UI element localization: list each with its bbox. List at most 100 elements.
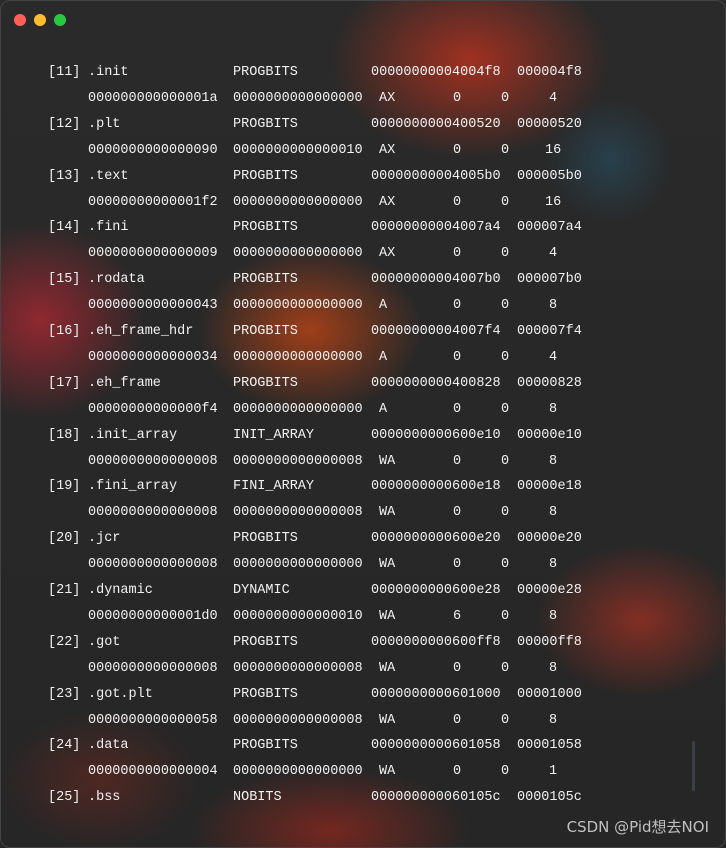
section-address: 0000000000400520	[371, 116, 501, 132]
section-flags: WA	[379, 764, 396, 780]
section-row: [25] .bss NOBITS 000000000060105c 0000105c	[1, 790, 726, 810]
section-row: [22] .got PROGBITS 0000000000600ff8 00000ff8	[1, 635, 726, 655]
section-row-detail: 0000000000000009 0000000000000000 AX 0 0 4	[1, 246, 726, 266]
section-row: [17] .eh_frame PROGBITS 0000000000400828 000…	[1, 376, 726, 396]
section-name: .init	[88, 65, 129, 80]
section-align: 1	[549, 764, 558, 780]
section-type: PROGBITS	[233, 116, 298, 132]
section-address: 0000000000600e20	[371, 531, 501, 547]
scrollbar[interactable]	[692, 741, 695, 791]
section-link: 0	[453, 349, 462, 365]
section-type: PROGBITS	[233, 531, 298, 547]
section-row: [18] .init_array INIT_ARRAY 0000000000600e1…	[1, 428, 726, 448]
section-flags: WA	[379, 660, 396, 676]
section-row: [24] .data PROGBITS 0000000000601058 0000105…	[1, 738, 726, 758]
section-row: [13] .text PROGBITS 00000000004005b0 000005b…	[1, 169, 726, 189]
section-address: 00000000004004f8	[371, 65, 501, 80]
section-flags: WA	[379, 453, 396, 469]
section-align: 8	[549, 298, 558, 314]
section-flags: AX	[379, 90, 396, 106]
section-offset: 000007f4	[517, 324, 582, 339]
section-align: 8	[549, 608, 558, 624]
section-flags: AX	[379, 246, 396, 262]
section-address: 000000000060105c	[371, 790, 501, 806]
section-align: 8	[549, 401, 558, 417]
section-name: .text	[88, 168, 129, 184]
section-address: 0000000000600e28	[371, 583, 501, 598]
section-address: 0000000000601058	[371, 738, 501, 754]
section-entsize: 0000000000000010	[233, 608, 363, 624]
section-link: 0	[453, 194, 462, 210]
section-address: 00000000004007f4	[371, 324, 501, 339]
section-row: [21] .dynamic DYNAMIC 0000000000600e28 00000…	[1, 583, 726, 603]
watermark: CSDN @Pid想去NOI	[566, 818, 709, 836]
section-size: 0000000000000034	[88, 349, 218, 365]
section-info: 0	[501, 505, 510, 521]
section-link: 0	[453, 505, 462, 521]
section-type: PROGBITS	[233, 634, 298, 650]
section-size: 0000000000000008	[88, 557, 218, 573]
section-flags: A	[379, 298, 388, 314]
section-entsize: 0000000000000000	[233, 557, 363, 573]
section-name: .plt	[88, 116, 121, 132]
section-flags: A	[379, 401, 388, 417]
section-row-detail: 0000000000000008 0000000000000008 WA 0 0 8	[1, 661, 726, 681]
minimize-button[interactable]	[34, 14, 46, 26]
section-row: [14] .fini PROGBITS 00000000004007a4 000007a…	[1, 220, 726, 240]
section-size: 0000000000000058	[88, 712, 218, 728]
maximize-button[interactable]	[54, 14, 66, 26]
section-align: 4	[549, 349, 558, 365]
section-type: NOBITS	[233, 790, 282, 806]
section-name: .jcr	[88, 531, 121, 547]
section-type: PROGBITS	[233, 375, 298, 391]
section-type: PROGBITS	[233, 738, 298, 754]
section-index: [15]	[48, 272, 81, 288]
section-row: [16] .eh_frame_hdr PROGBITS 00000000004007f…	[1, 324, 726, 344]
section-row-detail: 000000000000001a 0000000000000000 AX 0 0 4	[1, 91, 726, 111]
section-entsize: 0000000000000000	[233, 349, 363, 365]
section-entsize: 0000000000000000	[233, 194, 363, 210]
section-align: 8	[549, 712, 558, 728]
section-index: [24]	[48, 738, 81, 754]
section-type: INIT_ARRAY	[233, 427, 315, 443]
section-entsize: 0000000000000000	[233, 764, 363, 780]
section-align: 4	[549, 246, 558, 262]
section-name: .fini_array	[88, 479, 178, 495]
section-entsize: 0000000000000008	[233, 505, 363, 521]
section-address: 0000000000600ff8	[371, 634, 501, 650]
section-row-detail: 0000000000000043 0000000000000000 A 0 0 8	[1, 298, 726, 318]
section-info: 0	[501, 194, 510, 210]
section-row: [11] .init PROGBITS 00000000004004f8 000004f…	[1, 65, 726, 85]
section-flags: AX	[379, 142, 396, 158]
section-link: 0	[453, 298, 462, 314]
section-size: 0000000000000009	[88, 246, 218, 262]
section-offset: 000005b0	[517, 168, 582, 184]
section-offset: 000007a4	[517, 220, 582, 236]
section-address: 00000000004005b0	[371, 168, 501, 184]
section-link: 0	[453, 557, 462, 573]
section-entsize: 0000000000000000	[233, 246, 363, 262]
section-entsize: 0000000000000000	[233, 90, 363, 106]
section-type: PROGBITS	[233, 324, 298, 339]
section-type: FINI_ARRAY	[233, 479, 315, 495]
section-offset: 00000e20	[517, 531, 582, 547]
section-type: PROGBITS	[233, 168, 298, 184]
section-row-detail: 0000000000000058 0000000000000008 WA 0 0 8	[1, 713, 726, 733]
section-index: [20]	[48, 531, 81, 547]
section-index: [18]	[48, 427, 81, 443]
section-info: 0	[501, 453, 510, 469]
section-size: 0000000000000004	[88, 764, 218, 780]
section-index: [19]	[48, 479, 81, 495]
close-button[interactable]	[14, 14, 26, 26]
section-name: .rodata	[88, 272, 145, 288]
section-offset: 00001000	[517, 686, 582, 702]
section-name: .got	[88, 634, 121, 650]
section-row: [15] .rodata PROGBITS 00000000004007b0 00000…	[1, 272, 726, 292]
section-row-detail: 0000000000000090 0000000000000010 AX 0 0 16	[1, 143, 726, 163]
section-name: .got.plt	[88, 686, 153, 702]
section-row: [12] .plt PROGBITS 0000000000400520 00000520	[1, 117, 726, 137]
section-row-detail: 00000000000001f2 0000000000000000 AX 0 0 16	[1, 195, 726, 215]
section-info: 0	[501, 712, 510, 728]
